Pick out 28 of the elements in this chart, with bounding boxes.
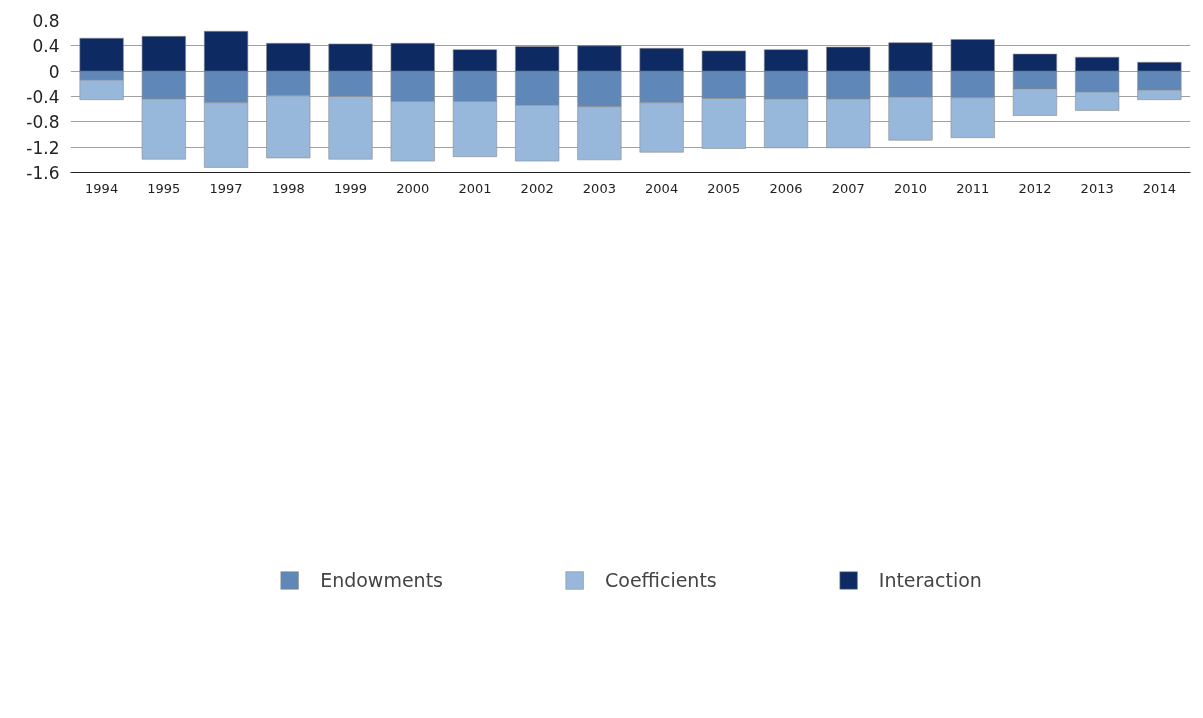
x-tick-label: 2006	[769, 180, 803, 196]
x-tick-label: 2012	[1018, 180, 1052, 196]
x-tick-label: 2005	[707, 180, 741, 196]
legend-label: Coefficients	[605, 568, 717, 591]
x-tick-label: 2002	[520, 180, 554, 196]
x-tick-label: 2001	[458, 180, 492, 196]
y-tick-label: 0	[48, 61, 60, 82]
y-tick-label: 0.8	[32, 11, 60, 31]
y-tick-label: -0.8	[26, 112, 60, 133]
x-tick-label: 1997	[209, 180, 243, 196]
x-tick-label: 1999	[333, 180, 368, 196]
x-tick-label: 1998	[271, 180, 305, 196]
y-tick-label: -1.2	[26, 137, 60, 158]
x-tick-label: 2003	[582, 180, 616, 196]
x-tick-label: 2000	[396, 180, 430, 196]
x-tick-label: 1995	[147, 180, 181, 196]
y-tick-label: 0.4	[32, 36, 60, 57]
x-tick-label: 2013	[1080, 180, 1114, 196]
legend-label: Interaction	[878, 568, 982, 591]
x-tick-label: 1994	[85, 180, 119, 196]
x-tick-label: 2011	[956, 180, 990, 196]
x-tick-label: 2007	[831, 180, 865, 196]
y-tick-label: -1.6	[26, 163, 60, 183]
x-tick-label: 2010	[893, 180, 928, 196]
legend-label: Endowments	[320, 568, 444, 591]
y-tick-label: -0.4	[26, 87, 60, 107]
x-tick-label: 2014	[1142, 180, 1176, 196]
x-tick-label: 2004	[645, 180, 679, 196]
